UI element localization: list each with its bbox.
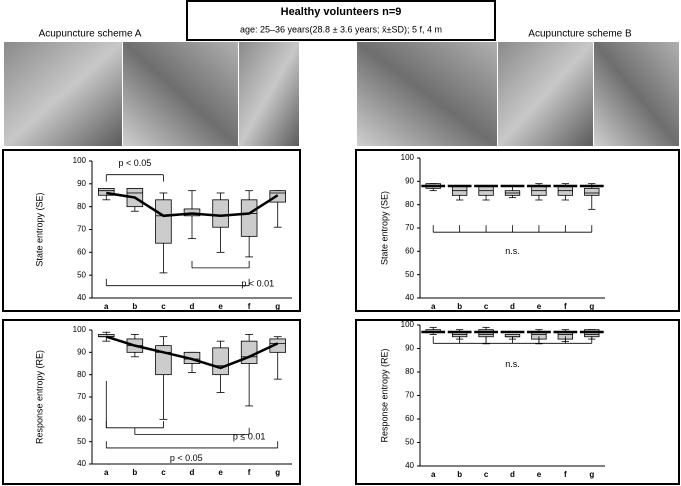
y-tick-label: 80 bbox=[77, 202, 86, 211]
annotation: p < 0.05 bbox=[170, 453, 203, 463]
y-axis-label: Response entropy (RE) bbox=[34, 350, 44, 444]
y-tick-label: 50 bbox=[405, 270, 414, 279]
annotation: p < 0.05 bbox=[118, 158, 151, 168]
y-axis-label: Response entropy (RE) bbox=[379, 348, 389, 442]
photo bbox=[498, 42, 593, 146]
header-subtitle: age: 25–36 years(28.8 ± 3.6 years; x̄±SD… bbox=[240, 24, 442, 34]
x-tick-label: b bbox=[132, 302, 137, 311]
x-tick-label: c bbox=[161, 302, 166, 311]
y-tick-label: 80 bbox=[77, 370, 86, 379]
x-tick-label: c bbox=[484, 302, 489, 311]
photo bbox=[594, 42, 679, 146]
photo bbox=[239, 42, 299, 146]
y-tick-label: 50 bbox=[405, 438, 414, 447]
x-tick-label: f bbox=[564, 470, 567, 479]
y-tick-label: 100 bbox=[401, 153, 415, 162]
annotation: n.s. bbox=[505, 359, 520, 369]
x-tick-label: c bbox=[484, 470, 489, 479]
trend-line bbox=[106, 191, 279, 218]
y-tick-label: 90 bbox=[77, 179, 86, 188]
x-tick-label: a bbox=[104, 468, 109, 477]
header-title: Healthy volunteers n=9 bbox=[281, 6, 402, 18]
box bbox=[212, 347, 229, 376]
y-tick-label: 70 bbox=[77, 225, 86, 234]
x-tick-label: a bbox=[104, 302, 109, 311]
x-tick-label: a bbox=[431, 302, 436, 311]
y-tick-label: 90 bbox=[77, 347, 86, 356]
box bbox=[98, 187, 115, 196]
y-tick-label: 70 bbox=[77, 392, 86, 401]
y-tick-label: 60 bbox=[405, 246, 414, 255]
box bbox=[584, 187, 600, 196]
y-tick-label: 60 bbox=[77, 247, 86, 256]
box bbox=[269, 338, 286, 353]
box bbox=[155, 199, 172, 244]
y-axis-label: State entropy (SE) bbox=[34, 192, 44, 266]
scheme-label: Acupuncture scheme A bbox=[39, 29, 142, 40]
y-tick-label: 70 bbox=[405, 391, 414, 400]
y-tick-label: 60 bbox=[77, 414, 86, 423]
y-tick-label: 60 bbox=[405, 414, 414, 423]
x-tick-label: a bbox=[431, 470, 436, 479]
panel bbox=[2, 319, 301, 485]
x-tick-label: g bbox=[275, 468, 280, 477]
x-tick-label: e bbox=[537, 470, 542, 479]
y-tick-label: 100 bbox=[73, 156, 87, 165]
y-tick-label: 40 bbox=[77, 293, 86, 302]
x-tick-label: e bbox=[537, 302, 542, 311]
x-tick-label: d bbox=[510, 302, 515, 311]
x-tick-label: f bbox=[248, 468, 251, 477]
panel bbox=[355, 319, 680, 485]
photo bbox=[123, 42, 238, 146]
y-axis-label: State entropy (SE) bbox=[379, 191, 389, 265]
x-tick-label: c bbox=[161, 468, 166, 477]
y-tick-label: 40 bbox=[77, 459, 86, 468]
panel bbox=[355, 149, 680, 312]
y-tick-label: 100 bbox=[73, 325, 87, 334]
x-tick-label: f bbox=[248, 302, 251, 311]
photo bbox=[4, 42, 122, 146]
scheme-label: Acupuncture scheme B bbox=[528, 29, 632, 40]
trend-line bbox=[105, 335, 279, 370]
x-tick-label: f bbox=[564, 302, 567, 311]
x-tick-label: g bbox=[589, 302, 594, 311]
x-tick-label: b bbox=[457, 302, 462, 311]
x-tick-label: b bbox=[132, 468, 137, 477]
annotation: n.s. bbox=[505, 246, 520, 256]
y-tick-label: 90 bbox=[405, 344, 414, 353]
y-tick-label: 40 bbox=[405, 461, 414, 470]
y-tick-label: 100 bbox=[401, 320, 415, 329]
x-tick-label: d bbox=[510, 470, 515, 479]
x-tick-label: d bbox=[190, 302, 195, 311]
y-tick-label: 50 bbox=[77, 437, 86, 446]
x-tick-label: g bbox=[589, 470, 594, 479]
x-tick-label: g bbox=[275, 302, 280, 311]
box bbox=[212, 199, 229, 228]
x-tick-label: e bbox=[218, 468, 223, 477]
box bbox=[240, 199, 258, 237]
header-box bbox=[186, 0, 496, 41]
y-tick-label: 70 bbox=[405, 223, 414, 232]
annotation: p < 0.01 bbox=[241, 279, 274, 289]
x-tick-label: e bbox=[218, 302, 223, 311]
photo bbox=[357, 42, 497, 146]
x-tick-label: b bbox=[457, 470, 462, 479]
y-tick-label: 80 bbox=[405, 367, 414, 376]
x-tick-label: d bbox=[190, 468, 195, 477]
annotation: p ≤ 0.01 bbox=[233, 432, 265, 442]
y-tick-label: 50 bbox=[77, 270, 86, 279]
y-tick-label: 90 bbox=[405, 176, 414, 185]
y-tick-label: 80 bbox=[405, 200, 414, 209]
panel bbox=[2, 149, 301, 312]
y-tick-label: 40 bbox=[405, 293, 414, 302]
photos bbox=[4, 42, 679, 146]
